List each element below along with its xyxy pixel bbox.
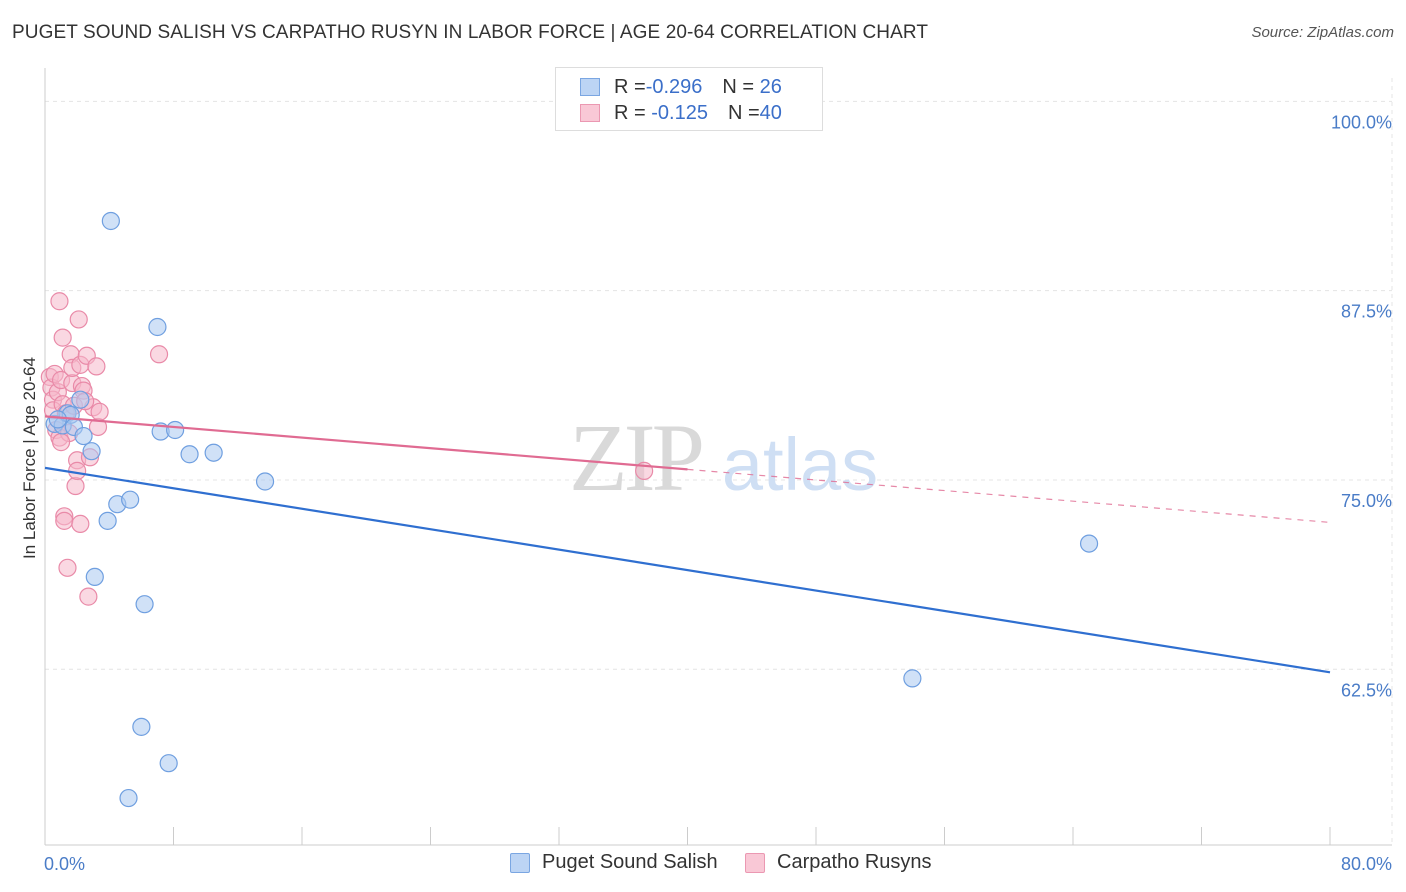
blue-point (255, 472, 275, 491)
axes (44, 68, 1392, 846)
trend-line-blue (44, 466, 1331, 674)
legend-r-value: -0.125 (651, 101, 708, 124)
y-tick-labels: 100.0% 87.5% 75.0% 62.5% (1331, 112, 1392, 700)
blue-point (121, 490, 140, 509)
pink-point (87, 357, 106, 376)
trend-lines (44, 415, 1331, 674)
blue-point (101, 211, 120, 231)
source-label: Source: ZipAtlas.com (1251, 24, 1394, 41)
blue-point (48, 410, 67, 429)
series-legend: Puget Sound Salish Carpatho Rusyns (0, 851, 1406, 877)
pink-point (66, 476, 85, 496)
chart-title: PUGET SOUND SALISH VS CARPATHO RUSYN IN … (12, 22, 929, 43)
legend-r-label: R = (614, 101, 646, 124)
gridlines (45, 78, 1393, 845)
legend-row-blue: R = -0.296 N = 26 (580, 75, 782, 99)
pink-point (79, 587, 98, 606)
watermark: ZIP atlas (569, 404, 878, 511)
blue-point (1079, 534, 1099, 553)
legend-swatch-blue (580, 78, 600, 96)
blue-point (74, 426, 93, 446)
legend-n-value: 26 (759, 75, 782, 98)
y-axis-label: In Labor Force | Age 20-64 (20, 357, 39, 559)
blue-point (82, 442, 101, 461)
pink-point (58, 558, 77, 577)
x-tick-labels: 0.0% 80.0% (44, 854, 1392, 874)
blue-point (204, 443, 223, 462)
watermark-atlas: atlas (722, 423, 878, 506)
legend-n-label: N = (727, 101, 760, 124)
x-tick-label: 80.0% (1341, 854, 1392, 874)
legend-swatch-pink (580, 104, 600, 122)
legend-label: Carpatho Rusyns (777, 851, 932, 873)
legend-label: Puget Sound Salish (542, 851, 718, 873)
legend-item-carpatho-rusyns[interactable]: Carpatho Rusyns (745, 851, 932, 874)
pink-point (53, 328, 72, 347)
legend-row-pink: R = -0.125 N = 40 (580, 101, 782, 125)
series-pink-points (40, 292, 654, 606)
pink-point (69, 310, 88, 329)
stats-legend: R = -0.296 N = 26 R = -0.125 N = 40 (555, 67, 823, 131)
legend-n-label: N = (722, 75, 755, 98)
blue-point (119, 788, 138, 808)
pink-point (55, 511, 74, 530)
pink-point (149, 345, 169, 364)
pink-point (90, 402, 109, 421)
legend-item-puget-sound-salish[interactable]: Puget Sound Salish (510, 851, 718, 874)
x-tick-label: 0.0% (44, 854, 85, 874)
y-tick-label: 100.0% (1331, 112, 1392, 132)
y-tick-label: 75.0% (1341, 491, 1392, 511)
legend-swatch-blue (510, 852, 530, 873)
legend-r-label: R = (614, 75, 646, 98)
pink-point (51, 433, 71, 452)
legend-n-value: 40 (759, 101, 782, 124)
blue-point (166, 420, 185, 440)
watermark-zip: ZIP (569, 404, 702, 511)
blue-point (71, 390, 90, 409)
pink-point (71, 514, 90, 534)
blue-point (132, 717, 151, 736)
pink-point (50, 292, 69, 311)
blue-point (135, 595, 154, 614)
blue-point (159, 754, 178, 773)
blue-point (98, 511, 117, 530)
legend-swatch-pink (745, 852, 765, 873)
blue-point (180, 445, 199, 464)
y-tick-label: 62.5% (1341, 680, 1392, 700)
y-tick-label: 87.5% (1341, 302, 1392, 322)
blue-point (85, 567, 104, 587)
blue-point (903, 669, 922, 688)
blue-point (148, 317, 167, 337)
pink-point (68, 461, 87, 480)
legend-r-value: -0.296 (645, 75, 703, 98)
trend-line-pink (44, 415, 688, 471)
